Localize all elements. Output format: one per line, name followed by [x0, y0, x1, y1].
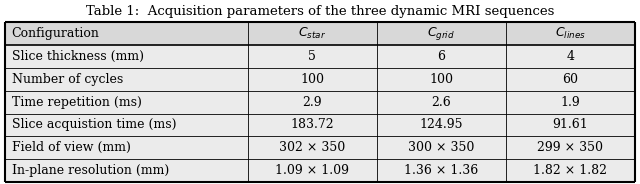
Text: 100: 100: [429, 73, 453, 86]
Bar: [5, 136, 635, 159]
Bar: [5, 22, 635, 45]
Text: 124.95: 124.95: [419, 118, 463, 132]
Text: 5: 5: [308, 50, 316, 63]
Text: 2.9: 2.9: [302, 96, 322, 109]
Bar: [5, 114, 635, 136]
Text: 183.72: 183.72: [291, 118, 334, 132]
Text: Configuration: Configuration: [12, 27, 99, 40]
Bar: [5, 45, 635, 68]
Text: 300 × 350: 300 × 350: [408, 141, 474, 154]
Text: 1.9: 1.9: [561, 96, 580, 109]
Text: Slice acquistion time (ms): Slice acquistion time (ms): [12, 118, 176, 132]
Text: 302 × 350: 302 × 350: [279, 141, 345, 154]
Text: 2.6: 2.6: [431, 96, 451, 109]
Text: Slice thickness (mm): Slice thickness (mm): [12, 50, 143, 63]
Bar: [5, 91, 635, 114]
Text: 60: 60: [563, 73, 579, 86]
Text: Number of cycles: Number of cycles: [12, 73, 123, 86]
Text: 100: 100: [300, 73, 324, 86]
Text: $C_{grid}$: $C_{grid}$: [428, 25, 455, 42]
Text: 1.82 × 1.82: 1.82 × 1.82: [533, 164, 607, 177]
Text: Table 1:  Acquisition parameters of the three dynamic MRI sequences: Table 1: Acquisition parameters of the t…: [86, 5, 554, 18]
Text: $C_{star}$: $C_{star}$: [298, 26, 326, 41]
Bar: [5, 68, 635, 91]
Bar: [5, 159, 635, 182]
Text: 1.09 × 1.09: 1.09 × 1.09: [275, 164, 349, 177]
Text: Field of view (mm): Field of view (mm): [12, 141, 131, 154]
Text: 91.61: 91.61: [552, 118, 588, 132]
Text: 4: 4: [566, 50, 574, 63]
Text: $C_{lines}$: $C_{lines}$: [555, 26, 586, 41]
Text: 299 × 350: 299 × 350: [538, 141, 604, 154]
Text: In-plane resolution (mm): In-plane resolution (mm): [12, 164, 169, 177]
Text: Time repetition (ms): Time repetition (ms): [12, 96, 141, 109]
Text: 6: 6: [437, 50, 445, 63]
Text: 1.36 × 1.36: 1.36 × 1.36: [404, 164, 478, 177]
